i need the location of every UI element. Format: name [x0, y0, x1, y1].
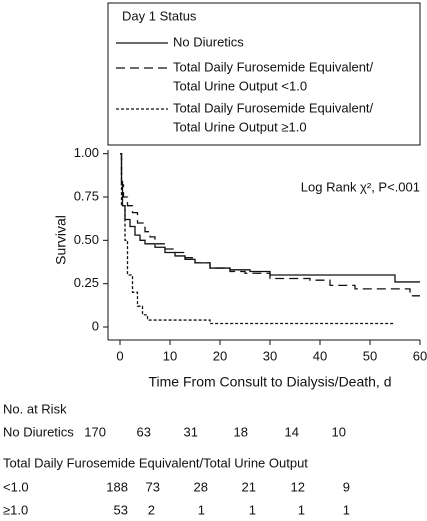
x-tick-label: 10	[163, 348, 177, 363]
risk-count: 1	[249, 502, 256, 517]
risk-count: 1	[298, 502, 305, 517]
risk-count: 12	[291, 479, 305, 494]
risk-count: 21	[242, 479, 256, 494]
y-tick-label: 0.75	[74, 188, 99, 203]
x-tick-label: 0	[116, 348, 123, 363]
risk-count: 63	[137, 424, 151, 439]
x-tick-label: 60	[413, 348, 427, 363]
risk-count: 28	[194, 479, 208, 494]
risk-count: 14	[285, 424, 299, 439]
annotation: Log Rank χ², P<.001	[301, 179, 420, 194]
risk-row-label: No Diuretics	[3, 424, 74, 439]
survival-curve	[120, 153, 395, 325]
legend-label: Total Urine Output ≥1.0	[173, 119, 307, 134]
survival-curve	[120, 153, 420, 297]
risk-count: 53	[114, 502, 128, 517]
legend-label: Total Daily Furosemide Equivalent/	[173, 100, 374, 115]
risk-count: 73	[146, 479, 160, 494]
legend-label: Total Daily Furosemide Equivalent/	[173, 59, 374, 74]
risk-row-label: <1.0	[3, 479, 29, 494]
risk-count: 31	[184, 424, 198, 439]
risk-count: 188	[106, 479, 128, 494]
risk-count: 18	[234, 424, 248, 439]
x-tick-label: 30	[263, 348, 277, 363]
y-tick-label: 0.25	[74, 275, 99, 290]
x-tick-label: 20	[213, 348, 227, 363]
x-tick-label: 50	[363, 348, 377, 363]
y-tick-label: 0.50	[74, 232, 99, 247]
risk-count: 170	[84, 424, 106, 439]
legend-title: Day 1 Status	[122, 8, 197, 23]
risk-title: No. at Risk	[3, 401, 67, 416]
risk-subheading: Total Daily Furosemide Equivalent/Total …	[3, 455, 308, 470]
y-axis-label: Survival	[53, 215, 69, 265]
risk-row-label: ≥1.0	[3, 502, 28, 517]
risk-count: 1	[198, 502, 205, 517]
survival-curve	[120, 153, 420, 283]
risk-count: 10	[332, 424, 346, 439]
x-tick-label: 40	[313, 348, 327, 363]
legend-label: No Diuretics	[173, 34, 244, 49]
risk-count: 2	[148, 502, 155, 517]
y-tick-label: 1.00	[74, 145, 99, 160]
x-axis-label: Time From Consult to Dialysis/Death, d	[149, 374, 392, 390]
risk-count: 9	[343, 479, 350, 494]
legend-label: Total Urine Output <1.0	[173, 78, 307, 93]
risk-count: 1	[343, 502, 350, 517]
legend-box	[107, 2, 421, 146]
y-tick-label: 0	[92, 318, 99, 333]
